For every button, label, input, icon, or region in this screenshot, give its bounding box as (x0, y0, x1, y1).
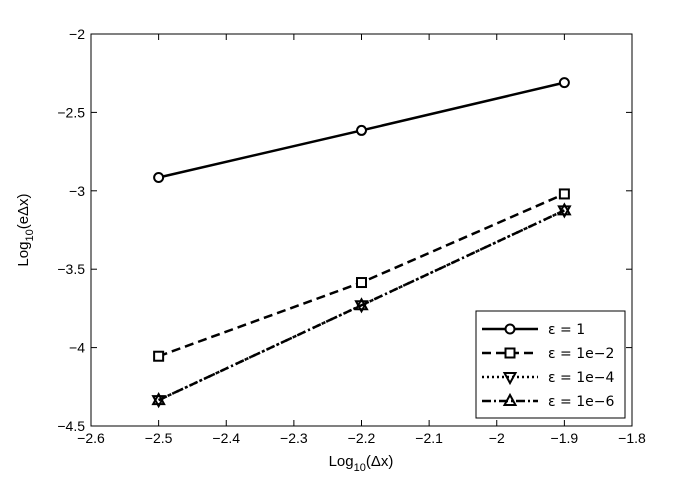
x-tick-label: −2.1 (415, 430, 443, 446)
legend-marker-1 (504, 323, 516, 335)
y-tick-label: −4 (69, 340, 85, 356)
y-tick-label: −2.5 (57, 104, 85, 120)
series-line-4 (158, 209, 565, 402)
y-tick-label: −3 (69, 183, 85, 199)
data-point-series-4 (151, 392, 166, 406)
data-point-series-2 (558, 188, 570, 200)
legend-label-4: ε = 1e−6 (548, 394, 614, 410)
legend-marker-3 (502, 372, 518, 386)
legend-label-3: ε = 1e−4 (548, 370, 614, 386)
legend-label-2: ε = 1e−2 (548, 346, 614, 362)
x-tick-label: −1.9 (551, 430, 579, 446)
x-tick-label: −1.8 (618, 430, 646, 446)
data-point-series-1 (356, 124, 367, 136)
data-point-series-2 (153, 350, 165, 362)
series-markers (151, 77, 572, 409)
legend: ε = 1 ε = 1e−2 ε = 1e−4 ε = 1e−6 (475, 310, 626, 419)
x-tick-label: −2.2 (348, 430, 376, 446)
data-point-series-2 (356, 277, 367, 289)
data-point-series-4 (557, 202, 572, 216)
y-tick-label: −2 (69, 26, 85, 42)
x-tick-label: −2.5 (145, 430, 173, 446)
data-point-series-4 (354, 297, 369, 311)
y-axis-label: Log10(eΔx) (15, 193, 36, 266)
x-tick-label: −2 (489, 430, 505, 446)
data-point-series-1 (153, 171, 165, 183)
y-tick-label: −4.5 (57, 418, 85, 434)
y-tick-label: −3.5 (57, 261, 85, 277)
x-tick-label: −2.3 (280, 430, 308, 446)
legend-marker-4 (502, 392, 518, 406)
x-tick-label: −2.6 (77, 430, 105, 446)
data-point-series-1 (558, 77, 570, 89)
legend-marker-2 (504, 347, 516, 359)
x-tick-label: −2.4 (212, 430, 240, 446)
legend-label-1: ε = 1 (548, 322, 585, 338)
x-axis-label: Log10(Δx) (329, 453, 394, 474)
axis-ticks: −2.6 −2.5 −2.4 −2.3 −2.2 −2.1 −2 −1.9 −1.8 −4.5 −4… (57, 26, 646, 446)
